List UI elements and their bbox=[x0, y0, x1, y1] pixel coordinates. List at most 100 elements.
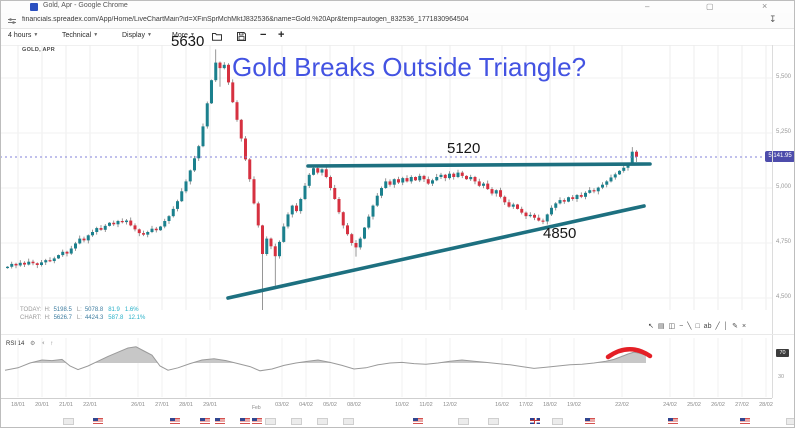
technical-dropdown[interactable]: Technical ▼ bbox=[62, 32, 99, 39]
date-tick: 03/02 bbox=[275, 402, 289, 408]
us-flag-icon bbox=[170, 418, 180, 424]
info-value: CHART: bbox=[20, 315, 42, 321]
resistance-price-label: 5120 bbox=[447, 140, 481, 157]
price-axis-label: 5,500 bbox=[776, 74, 792, 80]
window-titlebar: Gold, Apr - Google Chrome – ▢ × bbox=[0, 0, 795, 13]
open-chart-button[interactable] bbox=[212, 32, 222, 41]
flag-placeholder-icon bbox=[552, 418, 563, 425]
peak-price-label: 5630 bbox=[171, 33, 205, 50]
fibonacci-tool-icon[interactable]: ▤ bbox=[657, 323, 665, 330]
rsi-expand-icon[interactable]: ↑ bbox=[50, 341, 54, 347]
url-bar: financials.spreadex.com/App/Home/LiveCha… bbox=[0, 13, 795, 29]
info-value: 1.6% bbox=[124, 307, 139, 313]
date-tick: 10/02 bbox=[395, 402, 409, 408]
ohlc-info-row: TODAY: H: 5198.5 L: 5078.8 81.9 1.6% bbox=[20, 307, 144, 313]
line-tool-icon[interactable]: ╱ bbox=[715, 323, 720, 330]
us-flag-icon bbox=[215, 418, 225, 424]
info-value: 12.1% bbox=[128, 315, 146, 321]
us-flag-icon bbox=[200, 418, 210, 424]
window-title: Gold, Apr - Google Chrome bbox=[43, 2, 128, 9]
date-tick: 18/02 bbox=[543, 402, 557, 408]
date-tick: 18/01 bbox=[11, 402, 25, 408]
close-button[interactable]: × bbox=[762, 1, 768, 11]
trendline-tool-icon[interactable]: ╲ bbox=[687, 323, 692, 330]
date-tick: 25/02 bbox=[687, 402, 701, 408]
price-axis-line bbox=[772, 45, 773, 398]
date-tick: 27/01 bbox=[155, 402, 169, 408]
site-info-icon[interactable] bbox=[8, 17, 16, 25]
us-flag-icon bbox=[240, 418, 250, 424]
us-flag-icon bbox=[93, 418, 103, 424]
more-dropdown[interactable]: More ▼ bbox=[172, 32, 195, 39]
pointer-tool-icon[interactable]: ↖ bbox=[648, 323, 654, 330]
remove-drawings-icon[interactable]: × bbox=[741, 323, 747, 330]
time-axis-line bbox=[0, 398, 772, 399]
panel-divider bbox=[0, 334, 795, 335]
info-value: 81.9 bbox=[108, 307, 120, 313]
rsi-label: RSI 14 bbox=[6, 341, 25, 347]
flag-placeholder-icon bbox=[343, 418, 354, 425]
symbol-label: GOLD, APR bbox=[22, 47, 56, 53]
download-icon[interactable]: ↧ bbox=[769, 14, 777, 24]
rsi-settings-gear-icon[interactable]: ⚙ bbox=[30, 341, 36, 347]
horizontal-line-tool-icon[interactable]: − bbox=[679, 323, 684, 330]
save-chart-button[interactable] bbox=[237, 32, 246, 41]
url-text[interactable]: financials.spreadex.com/App/Home/LiveCha… bbox=[22, 16, 469, 23]
date-tick: 28/01 bbox=[179, 402, 193, 408]
info-value: 4424.3 bbox=[84, 315, 104, 321]
flag-placeholder-icon bbox=[63, 418, 74, 425]
rsi-header: RSI 14 ⚙ × ↑ bbox=[6, 340, 53, 347]
flag-placeholder-icon bbox=[265, 418, 276, 425]
candlestick-chart[interactable] bbox=[0, 45, 795, 310]
date-tick: 20/01 bbox=[35, 402, 49, 408]
site-favicon-icon bbox=[30, 3, 38, 11]
us-flag-icon bbox=[413, 418, 423, 424]
market-flags-strip bbox=[0, 414, 795, 428]
date-tick: 26/01 bbox=[131, 402, 145, 408]
date-tick: 22/02 bbox=[615, 402, 629, 408]
date-tick: 04/02 bbox=[299, 402, 313, 408]
date-tick: 28/02 bbox=[759, 402, 773, 408]
date-tick: 11/02 bbox=[419, 402, 433, 408]
flag-placeholder-icon bbox=[291, 418, 302, 425]
zoom-out-button[interactable]: − bbox=[260, 29, 267, 41]
info-value: H: bbox=[44, 315, 51, 321]
uk-flag-icon bbox=[530, 418, 540, 424]
flag-placeholder-icon bbox=[786, 418, 795, 425]
date-tick: 29/01 bbox=[203, 402, 217, 408]
date-tick: 12/02 bbox=[443, 402, 457, 408]
pencil-tool-icon[interactable]: ✎ bbox=[732, 323, 738, 330]
display-dropdown[interactable]: Display ▼ bbox=[122, 32, 152, 39]
channel-tool-icon[interactable]: ◫ bbox=[668, 323, 676, 330]
info-value: 5198.5 bbox=[53, 307, 72, 313]
info-value: H: bbox=[44, 307, 51, 313]
minimize-button[interactable]: – bbox=[645, 2, 650, 11]
rsi-chart[interactable] bbox=[0, 338, 795, 397]
flag-placeholder-icon bbox=[317, 418, 328, 425]
info-value: TODAY: bbox=[20, 307, 42, 313]
support-price-label: 4850 bbox=[543, 225, 577, 242]
date-tick: 19/02 bbox=[567, 402, 581, 408]
vertical-line-tool-icon[interactable]: │ bbox=[723, 323, 729, 330]
chart-toolbar: 4 hours ▼ Technical ▼ Display ▼ More ▼ − + bbox=[0, 29, 795, 46]
maximize-button[interactable]: ▢ bbox=[706, 2, 714, 11]
flag-placeholder-icon bbox=[488, 418, 499, 425]
timeframe-dropdown[interactable]: 4 hours ▼ bbox=[8, 32, 39, 39]
date-tick: 24/02 bbox=[663, 402, 677, 408]
date-tick: 21/01 bbox=[59, 402, 73, 408]
info-value: L: bbox=[76, 307, 82, 313]
us-flag-icon bbox=[585, 418, 595, 424]
date-tick: 22/01 bbox=[83, 402, 97, 408]
rsi-close-icon[interactable]: × bbox=[41, 341, 45, 347]
us-flag-icon bbox=[252, 418, 262, 424]
rectangle-tool-icon[interactable]: □ bbox=[695, 323, 700, 330]
text-tool-icon[interactable]: ab bbox=[703, 323, 712, 330]
us-flag-icon bbox=[740, 418, 750, 424]
date-tick: 16/02 bbox=[495, 402, 509, 408]
date-tick: 27/02 bbox=[735, 402, 749, 408]
annotation-title: Gold Breaks Outside Triangle? bbox=[232, 52, 587, 82]
price-axis-label: 4,750 bbox=[776, 239, 792, 245]
price-axis-label: 5,000 bbox=[776, 184, 792, 190]
rsi-oversold-label: 30 bbox=[778, 374, 785, 380]
zoom-in-button[interactable]: + bbox=[278, 29, 285, 41]
